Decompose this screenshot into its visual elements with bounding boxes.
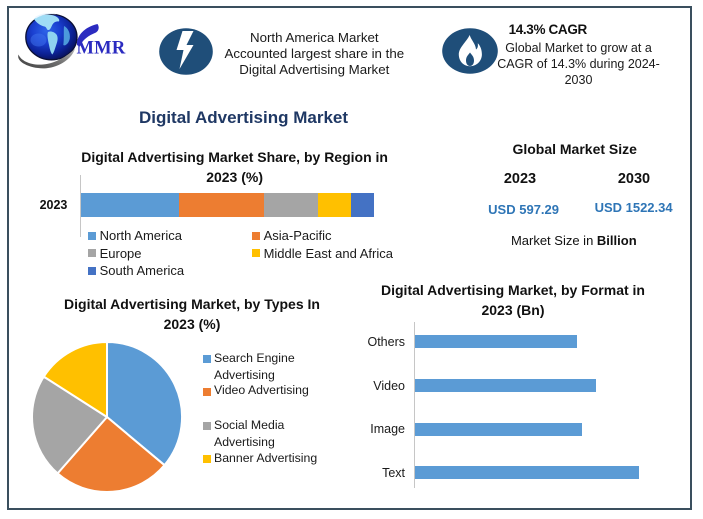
svg-text:MMR: MMR [77,38,126,58]
